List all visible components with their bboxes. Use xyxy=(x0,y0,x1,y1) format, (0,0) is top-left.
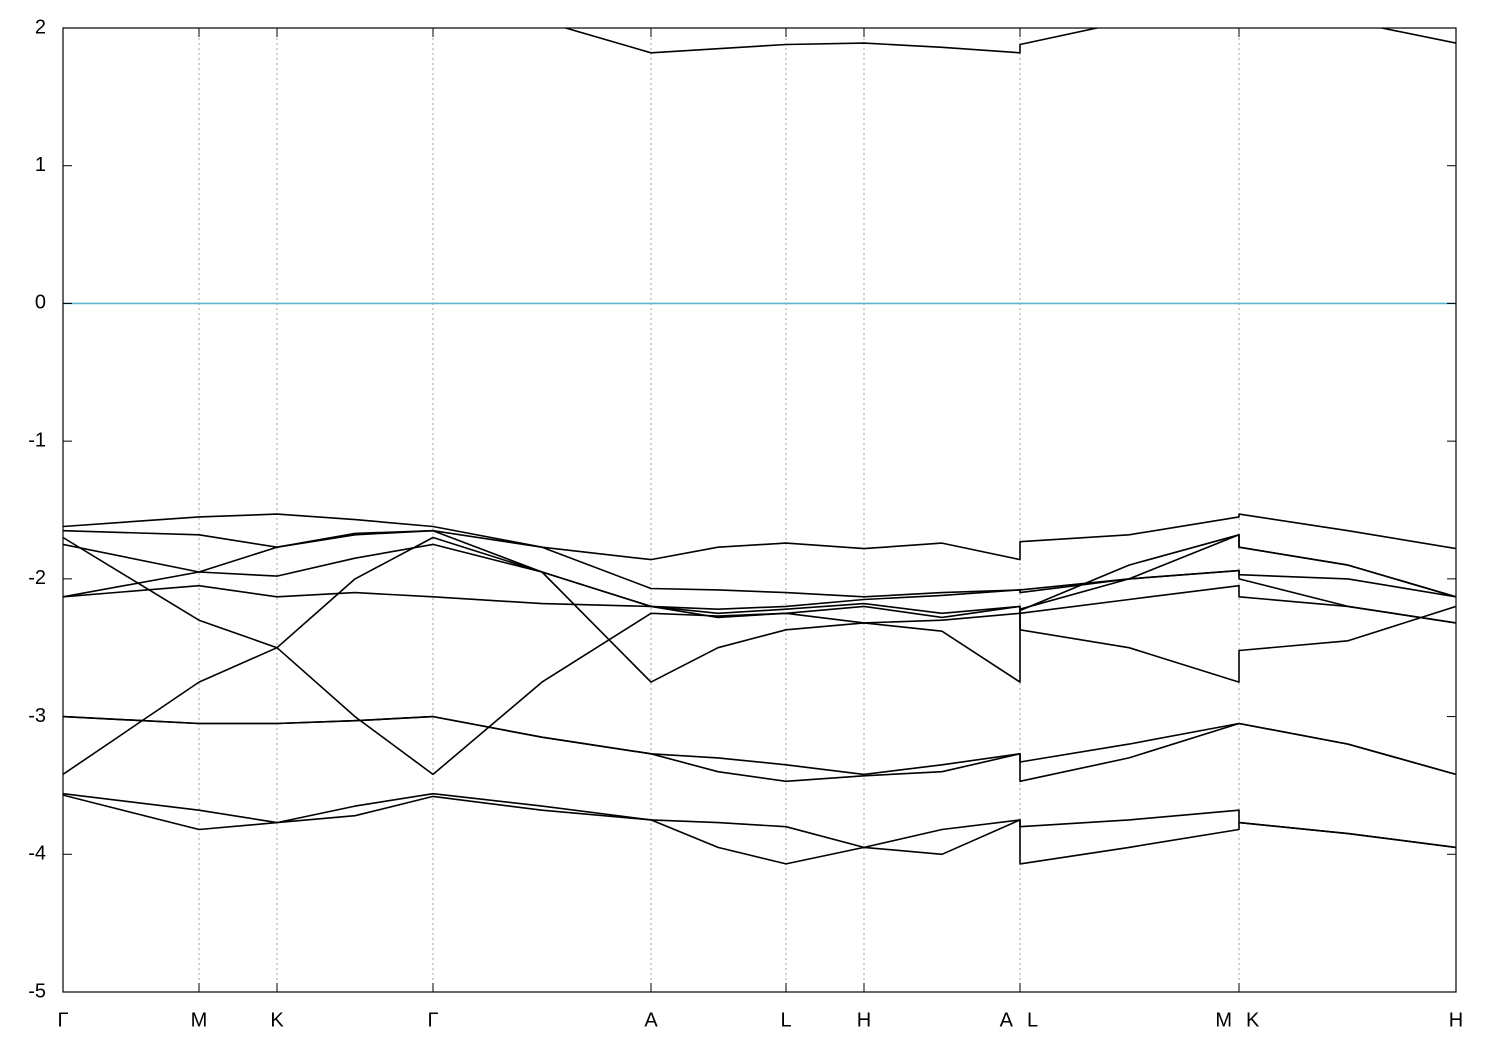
x-tick-label: A xyxy=(644,1009,658,1031)
x-tick-label: Γ xyxy=(427,1009,438,1031)
band-line xyxy=(562,28,1456,54)
y-tick-label: 2 xyxy=(35,16,46,38)
band-line xyxy=(63,584,1456,624)
x-tick-label: K xyxy=(1246,1009,1260,1031)
x-tick-label: H xyxy=(1449,1009,1463,1031)
y-tick-label: 0 xyxy=(35,292,46,314)
band-line xyxy=(63,794,1456,865)
x-tick-label: M xyxy=(1215,1009,1232,1031)
y-tick-label: -1 xyxy=(28,429,46,451)
y-tick-label: -5 xyxy=(28,980,46,1002)
grid xyxy=(62,28,1457,992)
band-line xyxy=(63,513,1456,561)
x-tick-label: L xyxy=(780,1009,791,1031)
band-line xyxy=(63,792,1456,849)
x-tick-label: M xyxy=(191,1009,208,1031)
y-tick-label: 1 xyxy=(35,154,46,176)
band-line xyxy=(63,534,1456,776)
x-tick-label: Γ xyxy=(57,1009,68,1031)
band-line xyxy=(63,536,1456,776)
band-line xyxy=(63,529,1456,624)
plot-area xyxy=(63,28,1456,865)
x-tick-label: L xyxy=(1027,1009,1038,1031)
x-tick-label: H xyxy=(857,1009,871,1031)
y-tick-label: -4 xyxy=(28,843,46,865)
y-tick-label: -2 xyxy=(28,567,46,589)
band-line xyxy=(63,534,1456,615)
y-tick-label: -3 xyxy=(28,705,46,727)
x-tick-label: K xyxy=(270,1009,284,1031)
band-line xyxy=(63,715,1456,783)
plot-frame xyxy=(62,27,1457,993)
x-tick-label: A xyxy=(1000,1009,1014,1031)
